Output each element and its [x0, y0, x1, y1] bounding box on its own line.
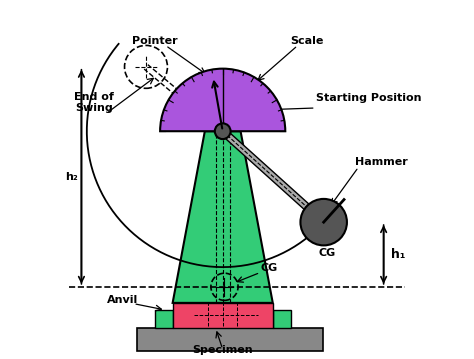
Text: Hammer: Hammer — [355, 157, 408, 167]
Circle shape — [215, 123, 230, 139]
Polygon shape — [220, 129, 326, 225]
Text: CG: CG — [319, 248, 336, 258]
Text: Scale: Scale — [291, 36, 324, 46]
Text: Pointer: Pointer — [132, 36, 178, 46]
Text: CG: CG — [260, 263, 277, 273]
Text: h₂: h₂ — [65, 172, 78, 182]
Polygon shape — [155, 310, 173, 328]
FancyBboxPatch shape — [137, 328, 323, 351]
Polygon shape — [173, 303, 273, 328]
Wedge shape — [160, 69, 285, 131]
Circle shape — [301, 199, 347, 246]
Text: Specimen: Specimen — [192, 345, 253, 355]
Polygon shape — [173, 131, 273, 303]
Text: h₁: h₁ — [392, 248, 406, 261]
Polygon shape — [273, 310, 291, 328]
Text: Anvil: Anvil — [107, 295, 138, 305]
Text: Starting Position: Starting Position — [316, 93, 421, 103]
Text: End of
Swing: End of Swing — [74, 92, 114, 113]
